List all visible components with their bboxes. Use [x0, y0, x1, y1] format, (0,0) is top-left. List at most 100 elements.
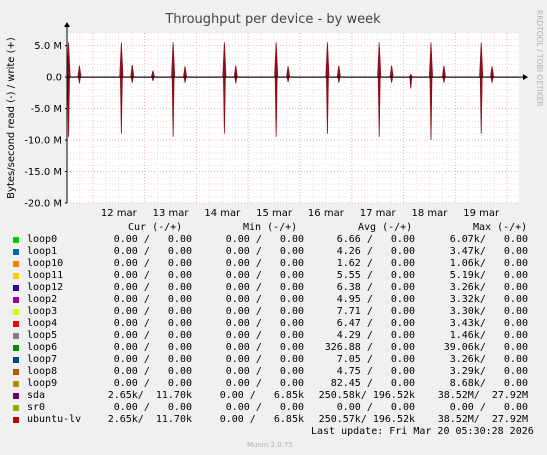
legend-name: loop0: [27, 234, 58, 245]
legend-swatch: [13, 297, 19, 303]
y-tick-label: -10.0 M: [24, 136, 62, 147]
legend-avg-value: 250.58k/ 196.52k: [318, 390, 415, 401]
legend-min-value: 0.00 / 0.00: [225, 378, 304, 389]
legend-avg-value: 6.47 / 0.00: [336, 318, 415, 329]
x-tick-label: 13 mar: [153, 208, 190, 219]
legend-header-max: Max (-/+): [473, 222, 528, 233]
legend-name: loop3: [27, 306, 58, 317]
legend-name: loop5: [27, 330, 58, 341]
legend-name: ubuntu-lv: [27, 414, 82, 425]
legend-swatch: [13, 417, 19, 423]
legend-row-loop3: loop3 0.00 / 0.00 0.00 / 0.00 7.71 / 0.00 3.…: [0, 306, 547, 318]
legend-max-value: 3.43k/ 0.00: [449, 318, 528, 329]
legend-avg-value: 82.45 / 0.00: [330, 378, 415, 389]
legend-row-sda: sda 2.65k/ 11.70k 0.00 / 6.85k 250.58k/ 196…: [0, 390, 547, 402]
legend-swatch: [13, 381, 19, 387]
legend-row-loop8: loop8 0.00 / 0.00 0.00 / 0.00 4.75 / 0.00 3.…: [0, 366, 547, 378]
legend-swatch: [13, 357, 19, 363]
chart-title: Throughput per device - by week: [164, 12, 381, 27]
x-tick-label: 14 mar: [204, 208, 241, 219]
legend-row-loop9: loop9 0.00 / 0.00 0.00 / 0.00 82.45 / 0.00 8…: [0, 378, 547, 390]
legend-avg-value: 5.55 / 0.00: [336, 270, 415, 281]
legend-cur-value: 0.00 / 0.00: [113, 246, 192, 257]
legend-max-value: 3.30k/ 0.00: [449, 306, 528, 317]
munin-version: Munin 2.0.75: [247, 441, 293, 449]
legend-header-row: Cur (-/+) Min (-/+) Avg (-/+) Max (-/+): [0, 222, 547, 234]
legend-name: loop1: [27, 246, 58, 257]
legend-max-value: 38.52M/ 27.92M: [437, 414, 528, 425]
legend-avg-value: 7.05 / 0.00: [336, 354, 415, 365]
rrdtool-credit: RRDTOOL / TOBI OETIKER: [535, 10, 544, 107]
legend-min-value: 0.00 / 0.00: [225, 306, 304, 317]
legend-min-value: 0.00 / 0.00: [225, 294, 304, 305]
x-tick-label: 15 mar: [256, 208, 293, 219]
y-axis-label: Bytes/second read (-) / write (+): [6, 37, 17, 199]
y-tick-label: 5.0 M: [34, 41, 62, 52]
legend-max-value: 3.32k/ 0.00: [449, 294, 528, 305]
legend-max-value: 0.00 / 0.00: [449, 402, 528, 413]
legend-row-loop12: loop12 0.00 / 0.00 0.00 / 0.00 6.38 / 0.00 3…: [0, 282, 547, 294]
legend-swatch: [13, 333, 19, 339]
legend-row-loop2: loop2 0.00 / 0.00 0.00 / 0.00 4.95 / 0.00 3.…: [0, 294, 547, 306]
legend-row-loop4: loop4 0.00 / 0.00 0.00 / 0.00 6.47 / 0.00 3.…: [0, 318, 547, 330]
y-tick-label: -15.0 M: [24, 167, 62, 178]
legend-max-value: 1.06k/ 0.00: [449, 258, 528, 269]
legend-max-value: 39.06k/ 0.00: [443, 342, 528, 353]
legend-min-value: 0.00 / 6.85k: [219, 390, 304, 401]
legend-cur-value: 0.00 / 0.00: [113, 270, 192, 281]
legend-cur-value: 0.00 / 0.00: [113, 258, 192, 269]
legend-swatch: [13, 345, 19, 351]
legend-min-value: 0.00 / 0.00: [225, 282, 304, 293]
legend-swatch: [13, 285, 19, 291]
legend-name: loop4: [27, 318, 58, 329]
x-tick-label: 17 mar: [360, 208, 397, 219]
legend-swatch: [13, 321, 19, 327]
x-tick-label: 18 mar: [411, 208, 448, 219]
legend-cur-value: 0.00 / 0.00: [113, 234, 192, 245]
legend-max-value: 5.19k/ 0.00: [449, 270, 528, 281]
legend-name: loop10: [27, 258, 64, 269]
legend-min-value: 0.00 / 0.00: [225, 270, 304, 281]
legend-row-loop11: loop11 0.00 / 0.00 0.00 / 0.00 5.55 / 0.00 5…: [0, 270, 547, 282]
legend-min-value: 0.00 / 0.00: [225, 366, 304, 377]
legend-cur-value: 0.00 / 0.00: [113, 354, 192, 365]
legend-min-value: 0.00 / 0.00: [225, 246, 304, 257]
legend-max-value: 3.47k/ 0.00: [449, 246, 528, 257]
legend-cur-value: 2.65k/ 11.70k: [107, 390, 192, 401]
y-tick-label: 0.0: [46, 73, 62, 84]
legend-name: loop11: [27, 270, 64, 281]
legend-avg-value: 1.62 / 0.00: [336, 258, 415, 269]
x-tick-label: 19 mar: [463, 208, 500, 219]
legend-max-value: 6.07k/ 0.00: [449, 234, 528, 245]
legend-row-loop10: loop10 0.00 / 0.00 0.00 / 0.00 1.62 / 0.00 1…: [0, 258, 547, 270]
legend-avg-value: 326.88 / 0.00: [324, 342, 415, 353]
legend-min-value: 0.00 / 6.85k: [219, 414, 304, 425]
legend-swatch: [13, 393, 19, 399]
legend-name: loop8: [27, 366, 58, 377]
y-tick-label: -20.0 M: [24, 199, 62, 210]
legend-avg-value: 0.00 / 0.00: [336, 402, 415, 413]
legend-swatch: [13, 249, 19, 255]
legend-swatch: [13, 309, 19, 315]
legend-row-loop1: loop1 0.00 / 0.00 0.00 / 0.00 4.26 / 0.00 3.…: [0, 246, 547, 258]
legend-max-value: 8.68k/ 0.00: [449, 378, 528, 389]
legend-min-value: 0.00 / 0.00: [225, 402, 304, 413]
legend-cur-value: 0.00 / 0.00: [113, 366, 192, 377]
x-tick-label: 16 mar: [308, 208, 345, 219]
legend-row-loop7: loop7 0.00 / 0.00 0.00 / 0.00 7.05 / 0.00 3.…: [0, 354, 547, 366]
legend-avg-value: 4.95 / 0.00: [336, 294, 415, 305]
legend-min-value: 0.00 / 0.00: [225, 342, 304, 353]
legend-row-loop6: loop6 0.00 / 0.00 0.00 / 0.00 326.88 / 0.00…: [0, 342, 547, 354]
legend-cur-value: 0.00 / 0.00: [113, 306, 192, 317]
legend-avg-value: 6.66 / 0.00: [336, 234, 415, 245]
legend-max-value: 3.29k/ 0.00: [449, 366, 528, 377]
legend-min-value: 0.00 / 0.00: [225, 318, 304, 329]
legend-cur-value: 0.00 / 0.00: [113, 330, 192, 341]
legend-row-loop0: loop0 0.00 / 0.00 0.00 / 0.00 6.66 / 0.00 6.…: [0, 234, 547, 246]
legend-cur-value: 0.00 / 0.00: [113, 282, 192, 293]
legend-name: loop6: [27, 342, 58, 353]
legend-cur-value: 0.00 / 0.00: [113, 318, 192, 329]
legend-swatch: [13, 405, 19, 411]
legend-swatch: [13, 261, 19, 267]
